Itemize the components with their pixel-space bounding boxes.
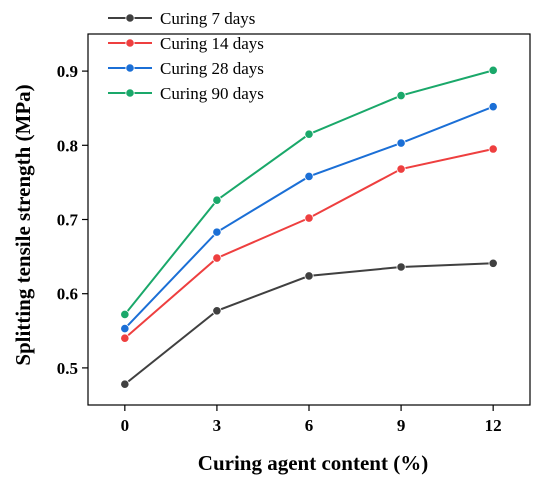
legend-label: Curing 7 days [160, 9, 255, 28]
data-point [304, 271, 314, 281]
x-tick-label: 3 [213, 416, 222, 435]
series-curing-14-days [120, 144, 498, 343]
legend-label: Curing 90 days [160, 84, 264, 103]
series-curing-28-days [120, 102, 498, 334]
legend-item-curing-14-days: Curing 14 days [108, 34, 264, 53]
legend-marker [125, 13, 135, 23]
legend: Curing 7 days Curing 14 days Curing 28 day… [108, 9, 264, 103]
y-tick-label: 0.9 [57, 62, 78, 81]
data-point [212, 195, 222, 205]
series-curing-90-days [120, 65, 498, 320]
data-point [120, 379, 130, 389]
y-tick-label: 0.6 [57, 285, 78, 304]
data-point [488, 258, 498, 268]
data-point [120, 333, 130, 343]
data-point [304, 171, 314, 182]
data-point [212, 253, 222, 263]
legend-item-curing-90-days: Curing 90 days [108, 84, 264, 103]
x-axis-title: Curing agent content (%) [198, 451, 428, 475]
data-point [120, 323, 130, 334]
data-point [304, 129, 314, 139]
data-point [396, 90, 406, 101]
data-point [120, 309, 130, 320]
legend-label: Curing 14 days [160, 34, 264, 53]
y-axis: 0.5 0.6 0.7 0.8 0.9 [57, 62, 88, 378]
data-point [396, 164, 406, 174]
series-layer [120, 65, 498, 389]
x-tick-label: 9 [397, 416, 406, 435]
data-point [488, 102, 498, 112]
x-tick-label: 0 [121, 416, 130, 435]
legend-marker [125, 88, 135, 98]
legend-marker [125, 38, 135, 48]
x-tick-label: 12 [485, 416, 502, 435]
legend-item-curing-28-days: Curing 28 days [108, 59, 264, 78]
series-line [124, 262, 494, 386]
series-curing-7-days [120, 258, 498, 389]
legend-item-curing-7-days: Curing 7 days [108, 9, 255, 28]
data-point [396, 262, 406, 272]
legend-marker [125, 63, 135, 73]
y-tick-label: 0.5 [57, 359, 78, 378]
data-point [396, 138, 406, 148]
data-point [304, 213, 314, 223]
y-tick-label: 0.7 [57, 211, 79, 230]
y-axis-title: Splitting tensile strength (MPa) [11, 84, 35, 365]
data-point [212, 306, 222, 316]
data-point [488, 65, 498, 75]
y-tick-label: 0.8 [57, 136, 78, 155]
data-point [212, 227, 222, 237]
x-axis: 0 3 6 9 12 [121, 405, 502, 435]
data-point [488, 144, 498, 154]
x-tick-label: 6 [305, 416, 314, 435]
legend-label: Curing 28 days [160, 59, 264, 78]
